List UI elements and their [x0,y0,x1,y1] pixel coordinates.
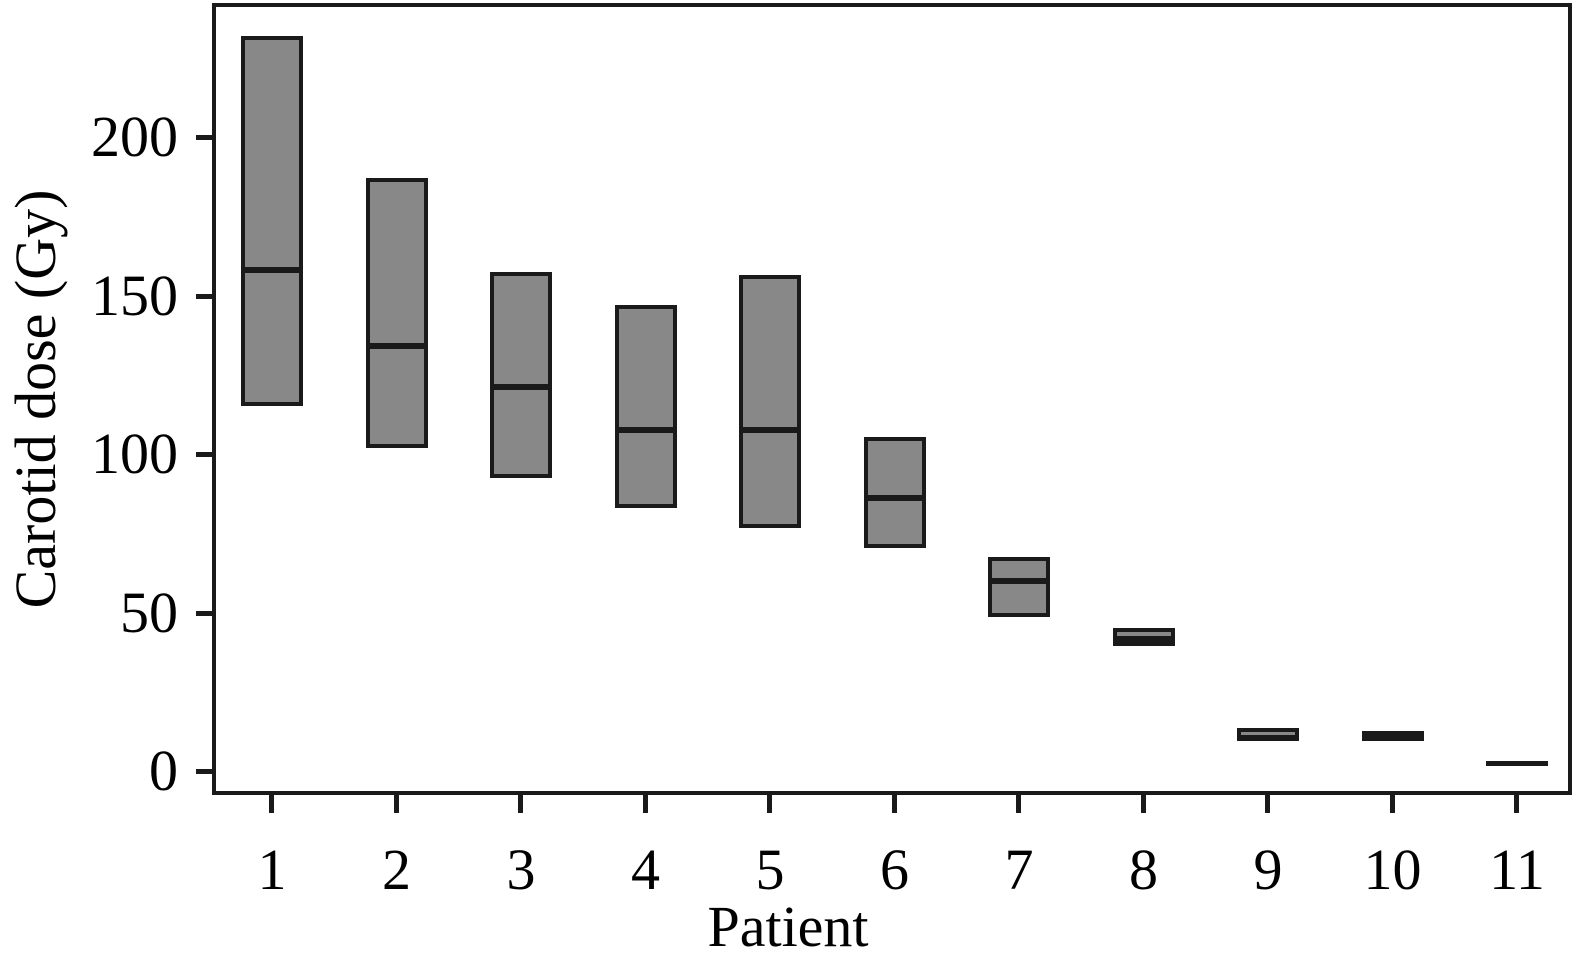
y-tick-label-200: 200 [91,104,178,169]
plot-area: 0 50 100 150 200 1 2 3 4 5 6 7 8 9 10 11 [91,3,1572,900]
x-tick-2 [393,795,399,813]
median-line-patient-8 [1112,636,1175,643]
box-patient-3 [490,271,552,478]
median-line-patient-6 [863,495,926,502]
median-line-patient-10 [1361,733,1424,740]
box-patient-5 [739,274,801,529]
box-patient-11 [1486,760,1548,766]
box-patient-10 [1361,731,1424,741]
x-tick-label-2: 2 [382,837,411,902]
median-line-patient-2 [365,343,428,350]
x-tick-label-11: 11 [1489,837,1545,902]
y-tick-200 [196,135,212,140]
median-line-patient-7 [988,577,1050,584]
box-patient-1 [241,35,303,407]
median-line-patient-4 [614,427,677,434]
x-tick-5 [767,795,772,813]
x-tick-1 [269,795,274,813]
box-patient-9 [1237,728,1299,741]
median-line-patient-9 [1237,734,1299,741]
x-tick-8 [1140,795,1146,813]
y-tick-150 [196,293,212,299]
y-tick-label-150: 150 [91,262,178,328]
x-tick-label-1: 1 [257,837,287,902]
y-tick-0 [196,769,212,774]
x-tick-label-4: 4 [631,837,660,902]
x-tick-label-6: 6 [880,837,909,902]
x-axis-title: Patient [707,894,869,958]
y-tick-50 [196,610,212,616]
x-tick-label-3: 3 [506,837,536,902]
x-tick-11 [1514,795,1519,813]
x-tick-3 [518,795,523,813]
x-tick-6 [891,795,897,813]
x-tick-9 [1265,795,1270,813]
y-tick-label-50: 50 [120,579,178,645]
y-tick-label-0: 0 [149,738,178,803]
median-line-patient-1 [241,267,303,274]
y-tick-100 [196,452,212,457]
box-patient-7 [988,557,1050,618]
box-patient-8 [1112,628,1175,646]
y-axis-title: Carotid dose (Gy) [3,189,68,609]
y-tick-label-100: 100 [91,421,178,486]
median-line-patient-3 [490,384,552,391]
x-tick-4 [642,795,648,813]
x-tick-label-8: 8 [1129,837,1158,902]
x-tick-7 [1016,795,1021,813]
x-tick-label-9: 9 [1253,837,1283,902]
x-tick-label-7: 7 [1004,837,1034,902]
x-tick-label-10: 10 [1363,837,1422,902]
x-tick-label-5: 5 [755,837,785,902]
box-patient-6 [863,436,926,548]
median-line-patient-5 [739,427,801,434]
x-tick-10 [1389,795,1395,813]
box-patient-4 [614,305,677,508]
box-patient-2 [365,178,428,448]
